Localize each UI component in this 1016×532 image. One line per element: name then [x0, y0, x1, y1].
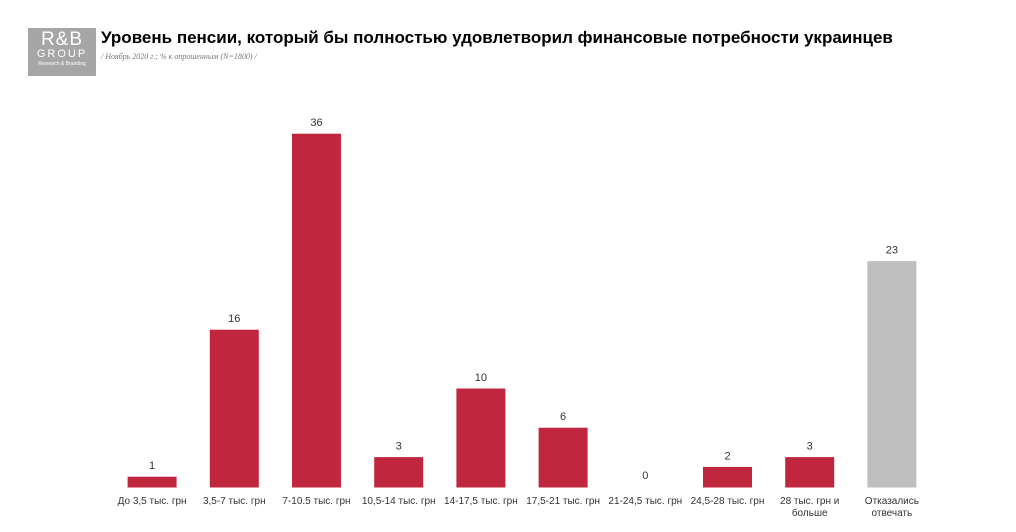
value-label: 6 — [560, 411, 566, 423]
value-label: 36 — [310, 117, 322, 129]
value-label: 1 — [149, 460, 155, 472]
x-tick-label: 28 тыс. грн и больше — [780, 496, 840, 519]
x-tick-label: 17,5-21 тыс. грн — [526, 496, 600, 507]
bar — [374, 457, 424, 488]
logo-tagline: Research & Branding — [38, 61, 86, 67]
x-tick-label: 3,5-7 тыс. грн — [202, 496, 266, 507]
value-label: 3 — [396, 441, 402, 453]
value-label: 2 — [724, 450, 730, 462]
logo-name: R&B — [40, 29, 84, 50]
bar — [127, 476, 177, 488]
x-tick-label: 7-10.5 тыс. грн — [282, 496, 351, 507]
bar — [292, 133, 341, 488]
chart-title: Уровень пенсии, который бы полностью удо… — [101, 28, 893, 47]
x-tick-label: 24,5-28 тыс. грн — [690, 496, 765, 507]
bar — [538, 427, 588, 488]
bar — [867, 261, 917, 488]
bar — [456, 388, 506, 488]
x-tick-label: До 3,5 тыс. грн — [117, 496, 187, 507]
logo-group: GROUP — [36, 48, 88, 60]
logo: R&B GROUP Research & Branding — [28, 28, 96, 76]
value-label: 16 — [228, 313, 240, 325]
x-tick-label: 10,5-14 тыс. грн — [361, 496, 436, 507]
bar — [703, 466, 752, 488]
bar — [785, 457, 835, 488]
x-tick-label: 14-17,5 тыс. грн — [444, 496, 518, 507]
chart-subtitle: / Ноябрь 2020 г.; % к опрошенным (N=1800… — [101, 52, 257, 61]
value-label: 23 — [886, 245, 898, 257]
x-tick-label: Отказались отвечать — [864, 496, 919, 519]
x-tick-label: 21-24,5 тыс. грн — [608, 496, 683, 507]
value-label: 10 — [475, 372, 487, 384]
value-label: 3 — [807, 441, 813, 453]
value-label: 0 — [642, 470, 648, 482]
bar — [209, 329, 259, 488]
